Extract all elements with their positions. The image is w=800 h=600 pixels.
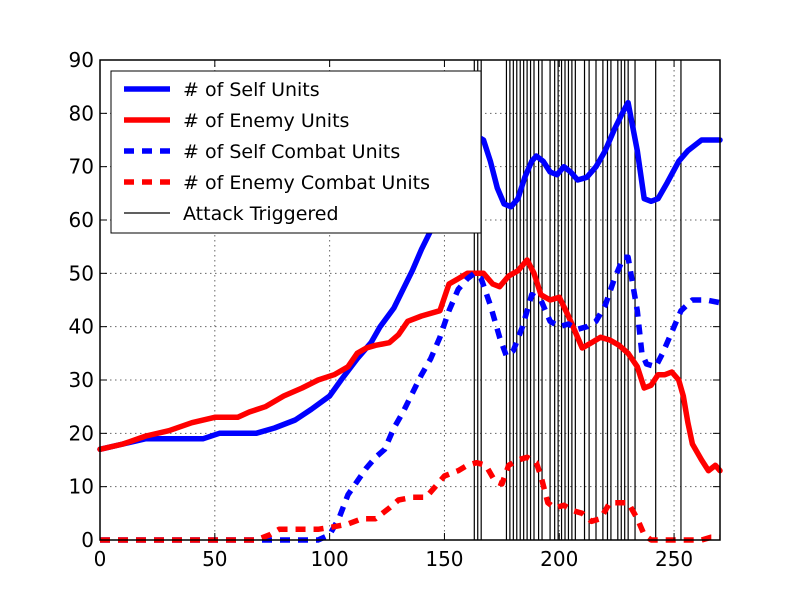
y-tick-label: 70 xyxy=(69,155,94,179)
series-lines xyxy=(97,99,723,543)
x-tick-label: 250 xyxy=(655,547,693,571)
y-tick-label: 0 xyxy=(81,528,94,552)
y-tick-label: 60 xyxy=(69,208,94,232)
x-tick-label: 200 xyxy=(540,547,578,571)
x-tick-label: 50 xyxy=(202,547,227,571)
axis-ticks: 0 50 100 150 200 250 0 10 20 30 40 50 60 70 80 90 xyxy=(69,48,720,571)
legend: # of Self Units # of Enemy Units # of Self… xyxy=(110,70,482,234)
x-tick-label: 0 xyxy=(94,547,107,571)
y-tick-label: 50 xyxy=(69,261,94,285)
y-tick-label: 30 xyxy=(69,368,94,392)
series-line-of-enemy-units xyxy=(97,257,723,474)
legend-label-of-enemy-combat-units: # of Enemy Combat Units xyxy=(183,172,430,194)
x-tick-label: 150 xyxy=(425,547,463,571)
plot-frame xyxy=(99,59,721,541)
y-tick-label: 20 xyxy=(69,421,94,445)
legend-box xyxy=(110,70,482,234)
y-tick-label: 80 xyxy=(69,101,94,125)
y-tick-label: 10 xyxy=(69,475,94,499)
x-tick-label: 100 xyxy=(311,547,349,571)
legend-label-of-self-units: # of Self Units xyxy=(183,79,320,101)
series-line-of-self-combat-units xyxy=(100,254,721,543)
series-line-of-self-units xyxy=(97,99,723,453)
legend-label-of-self-combat-units: # of Self Combat Units xyxy=(183,141,400,163)
y-tick-label: 90 xyxy=(69,48,94,72)
series-line-of-enemy-combat-units xyxy=(100,454,720,543)
y-tick-label: 40 xyxy=(69,315,94,339)
legend-label-of-enemy-units: # of Enemy Units xyxy=(183,110,349,132)
legend-label-attack-triggered: Attack Triggered xyxy=(183,203,339,225)
